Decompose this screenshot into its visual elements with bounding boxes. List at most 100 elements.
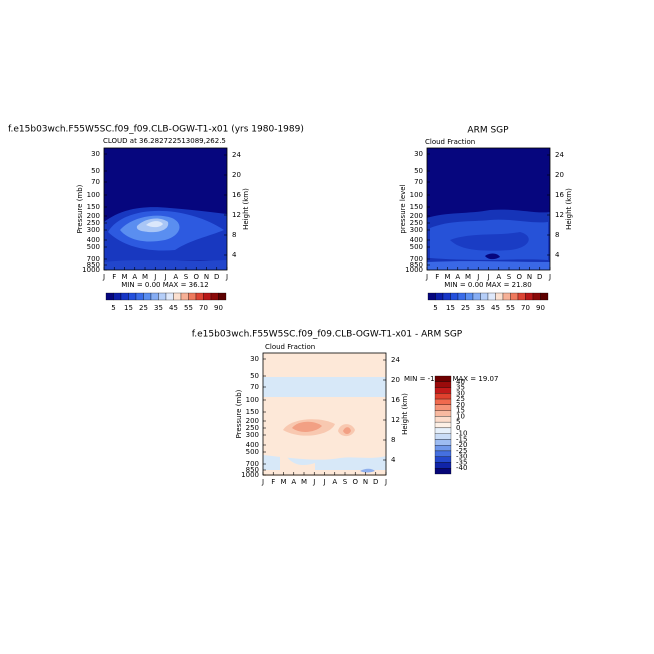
colorbar-label: -30 <box>456 453 467 461</box>
y-tick-label: 100 <box>246 396 259 404</box>
colorbar-box <box>510 292 519 301</box>
colorbar-box <box>495 292 504 301</box>
x-tick-label: A <box>291 478 296 486</box>
x-tick-label: J <box>322 478 325 486</box>
stats: MIN = -14.17 MAX = 19.07 <box>404 375 498 383</box>
colorbar-box <box>540 292 549 301</box>
y2-tick-label: 16 <box>232 191 241 199</box>
colorbar-box <box>434 433 452 440</box>
colorbar-label: 35 <box>154 304 163 312</box>
x-tick-label: O <box>193 273 199 281</box>
x-tick-label: M <box>301 478 307 486</box>
panel-title: ARM SGP <box>467 126 509 136</box>
y-tick-label: 100 <box>87 191 100 199</box>
x-tick-label: J <box>548 273 551 281</box>
colorbar-box <box>480 292 489 301</box>
y2-axis-label: Height (km) <box>242 188 250 230</box>
colorbar-label: 70 <box>199 304 208 312</box>
y2-axis-label: Height (km) <box>401 393 409 435</box>
colorbar-label: 25 <box>139 304 148 312</box>
x-tick-label: A <box>496 273 501 281</box>
colorbar-label: 55 <box>184 304 193 312</box>
colorbar-box <box>434 456 452 463</box>
y-tick-label: 850 <box>410 261 423 269</box>
y-tick-label: 1000 <box>82 266 100 274</box>
x-tick-label: F <box>271 478 275 486</box>
x-tick-label: O <box>352 478 358 486</box>
colorbar-box <box>120 292 129 301</box>
colorbar-box <box>434 439 452 446</box>
colorbar-label: 90 <box>536 304 545 312</box>
y-tick-label: 250 <box>87 219 100 227</box>
y-tick-label: 400 <box>410 236 423 244</box>
colorbar-label: 25 <box>461 304 470 312</box>
colorbar-label: -25 <box>456 447 467 455</box>
x-tick-label: A <box>332 478 337 486</box>
colorbar-label: 45 <box>491 304 500 312</box>
colorbar-box <box>427 292 436 301</box>
colorbar-box <box>434 398 452 405</box>
y-tick-label: 70 <box>250 383 259 391</box>
colorbar-box <box>434 427 452 434</box>
y2-tick-label: 4 <box>232 251 237 259</box>
x-tick-label: M <box>465 273 471 281</box>
x-tick-label: N <box>527 273 532 281</box>
y-tick-label: 1000 <box>241 471 259 479</box>
colorbar-label: 0 <box>456 424 460 432</box>
colorbar-label: 40 <box>456 378 465 386</box>
y-tick-label: 850 <box>87 261 100 269</box>
x-tick-label: A <box>455 273 460 281</box>
y2-tick-label: 12 <box>555 211 564 219</box>
colorbar-box <box>165 292 174 301</box>
colorbar-box <box>143 292 152 301</box>
colorbar-box <box>502 292 511 301</box>
x-tick-label: D <box>537 273 542 281</box>
y-tick-label: 300 <box>246 431 259 439</box>
y2-tick-label: 12 <box>391 416 400 424</box>
y-tick-label: 500 <box>246 448 259 456</box>
panel-subtitle: Cloud Fraction <box>425 138 475 146</box>
y2-tick-label: 20 <box>232 171 241 179</box>
colorbar-box <box>434 450 452 457</box>
colorbar-label: 10 <box>456 412 465 420</box>
colorbar-box <box>180 292 189 301</box>
colorbar-box <box>158 292 167 301</box>
y-tick-label: 500 <box>410 243 423 251</box>
y2-axis-label: Height (km) <box>565 188 573 230</box>
y-tick-label: 50 <box>250 372 259 380</box>
x-tick-label: O <box>516 273 522 281</box>
y-tick-label: 400 <box>87 236 100 244</box>
y-tick-label: 70 <box>414 178 423 186</box>
x-tick-label: A <box>132 273 137 281</box>
y-tick-label: 30 <box>91 150 100 158</box>
y-tick-label: 100 <box>410 191 423 199</box>
x-tick-label: S <box>343 478 348 486</box>
y-tick-label: 700 <box>410 255 423 263</box>
y-tick-label: 150 <box>410 203 423 211</box>
y-tick-label: 300 <box>87 226 100 234</box>
y-tick-label: 70 <box>91 178 100 186</box>
colorbar-box <box>472 292 481 301</box>
colorbar-box <box>128 292 137 301</box>
colorbar-box <box>113 292 122 301</box>
y-tick-label: 200 <box>87 212 100 220</box>
y2-tick-label: 16 <box>391 396 400 404</box>
colorbar-label: -10 <box>456 430 467 438</box>
panel-title: f.e15b03wch.F55W5SC.f09_f09.CLB-OGW-T1-x… <box>192 330 463 340</box>
stats: MIN = 0.00 MAX = 21.80 <box>444 281 531 289</box>
y-tick-label: 700 <box>246 460 259 468</box>
y2-tick-label: 8 <box>391 436 395 444</box>
x-tick-label: M <box>121 273 127 281</box>
colorbar-box <box>434 445 452 452</box>
y-tick-label: 850 <box>246 466 259 474</box>
x-tick-label: J <box>384 478 387 486</box>
colorbar-box <box>218 292 227 301</box>
colorbar-box <box>434 381 452 388</box>
y2-tick-label: 12 <box>232 211 241 219</box>
stats: MIN = 0.00 MAX = 36.12 <box>121 281 208 289</box>
colorbar-label: 15 <box>446 304 455 312</box>
colorbar-box <box>434 404 452 411</box>
colorbar-box <box>487 292 496 301</box>
y2-tick-label: 20 <box>391 376 400 384</box>
